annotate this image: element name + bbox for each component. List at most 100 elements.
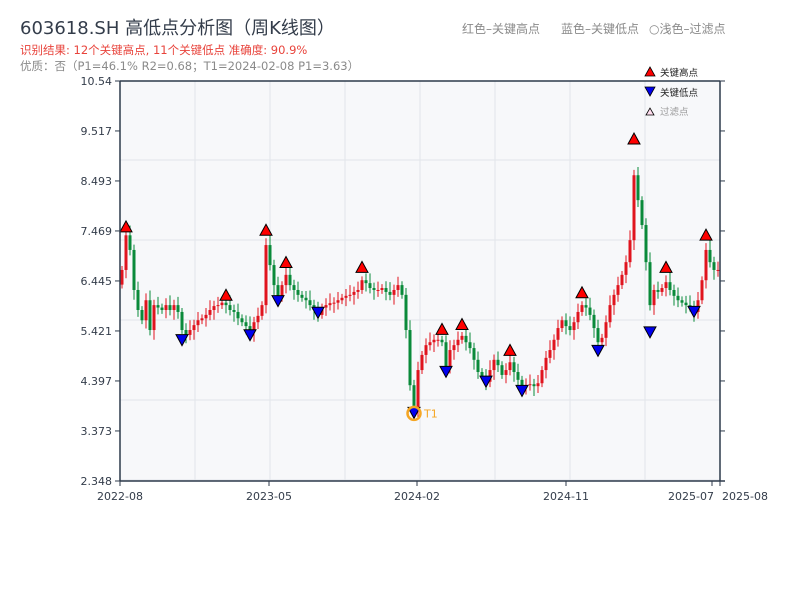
candle — [356, 281, 360, 299]
candle-body — [536, 383, 540, 387]
candle-body — [296, 289, 300, 295]
candle-body — [344, 295, 348, 298]
candle-body — [456, 339, 460, 346]
candle — [628, 230, 632, 268]
candle-body — [288, 274, 292, 286]
candle — [700, 276, 704, 305]
candle — [624, 255, 628, 284]
candle — [664, 275, 668, 297]
candle — [384, 281, 388, 301]
candle — [552, 334, 556, 360]
candle — [232, 304, 236, 322]
candle — [180, 308, 184, 334]
candle-body — [620, 274, 624, 286]
candle — [532, 378, 536, 396]
candle — [184, 323, 188, 344]
candle — [144, 293, 148, 329]
candle — [640, 196, 644, 229]
candle — [408, 320, 412, 391]
candle-body — [136, 289, 140, 311]
candle — [616, 276, 620, 302]
candle — [296, 281, 300, 302]
candle — [432, 334, 436, 352]
candle — [636, 166, 640, 207]
x-tick-label: 2024-11 — [543, 490, 589, 503]
candle-body — [468, 342, 472, 349]
candle-body — [396, 285, 400, 290]
key-high-marker — [279, 255, 293, 269]
x-ticks: 2022-08 2023-05 2024-02 2024-11 2025-07 2025-… — [97, 481, 768, 503]
candle — [428, 332, 432, 351]
candle — [548, 340, 552, 364]
candle — [240, 314, 244, 327]
candle — [576, 303, 580, 330]
candle — [712, 256, 716, 280]
legend-low-label: 关键低点 — [660, 87, 699, 99]
candle — [620, 270, 624, 290]
key-high-marker — [119, 219, 133, 233]
candle-body — [476, 359, 480, 373]
legend: 关键高点 关键低点 过滤点 — [644, 66, 699, 118]
candle-body — [448, 350, 452, 369]
candle-body — [244, 322, 248, 327]
candle-body — [332, 302, 336, 304]
candle-body — [420, 354, 424, 371]
y-tick-label: 3.373 — [81, 425, 113, 438]
y-tick-label: 9.517 — [81, 125, 113, 138]
candle — [364, 273, 368, 292]
candle-body — [384, 288, 388, 292]
key-low-marker — [175, 334, 189, 347]
candle — [472, 342, 476, 370]
candle-body — [348, 294, 352, 296]
candle-body — [656, 289, 660, 292]
candle-body — [204, 314, 208, 319]
key-high-marker — [659, 260, 673, 273]
key-high-marker — [575, 285, 589, 299]
grid — [120, 81, 720, 481]
candle — [344, 289, 348, 307]
candle-body — [144, 300, 148, 321]
candle — [212, 300, 216, 320]
candle — [516, 363, 520, 387]
candle — [424, 338, 428, 364]
legend-low-icon — [644, 86, 656, 97]
candle — [392, 284, 396, 305]
y-tick-label: 2.348 — [81, 475, 113, 488]
candle-body — [328, 303, 332, 306]
candle-body — [416, 370, 420, 411]
candle-body — [604, 322, 608, 338]
candle-body — [668, 282, 672, 290]
key-high-marker — [627, 131, 641, 145]
candle-body — [608, 305, 612, 323]
candle-body — [380, 288, 384, 290]
candle — [132, 244, 136, 300]
candle-body — [236, 311, 240, 319]
y-tick-label: 8.493 — [81, 175, 113, 188]
candle-body — [512, 362, 516, 373]
candle — [468, 332, 472, 354]
candle — [504, 363, 508, 384]
key-high-marker — [435, 322, 449, 335]
candle — [396, 276, 400, 297]
candle — [656, 281, 660, 299]
candle-body — [424, 345, 428, 355]
candle-body — [272, 265, 276, 286]
candle-body — [592, 314, 596, 329]
x-tick-label: 2025-07 — [668, 490, 714, 503]
y-ticks: 2.348 3.373 4.397 5.421 6.445 7.469 8.493 9.517… — [81, 75, 725, 488]
y-tick-label: 4.397 — [81, 375, 113, 388]
candle-body — [544, 357, 548, 371]
candle-body — [256, 315, 260, 323]
legend-note-blue: 蓝色–关键低点 — [561, 22, 640, 36]
candle — [708, 240, 712, 268]
candle-body — [292, 285, 296, 290]
key-low-marker — [439, 365, 453, 379]
candle-body — [216, 305, 220, 307]
candle-body — [676, 295, 680, 301]
candle — [324, 298, 328, 316]
markers: T1 — [119, 131, 713, 422]
candle-body — [280, 285, 284, 298]
candle — [596, 319, 600, 350]
candle-body — [700, 280, 704, 301]
